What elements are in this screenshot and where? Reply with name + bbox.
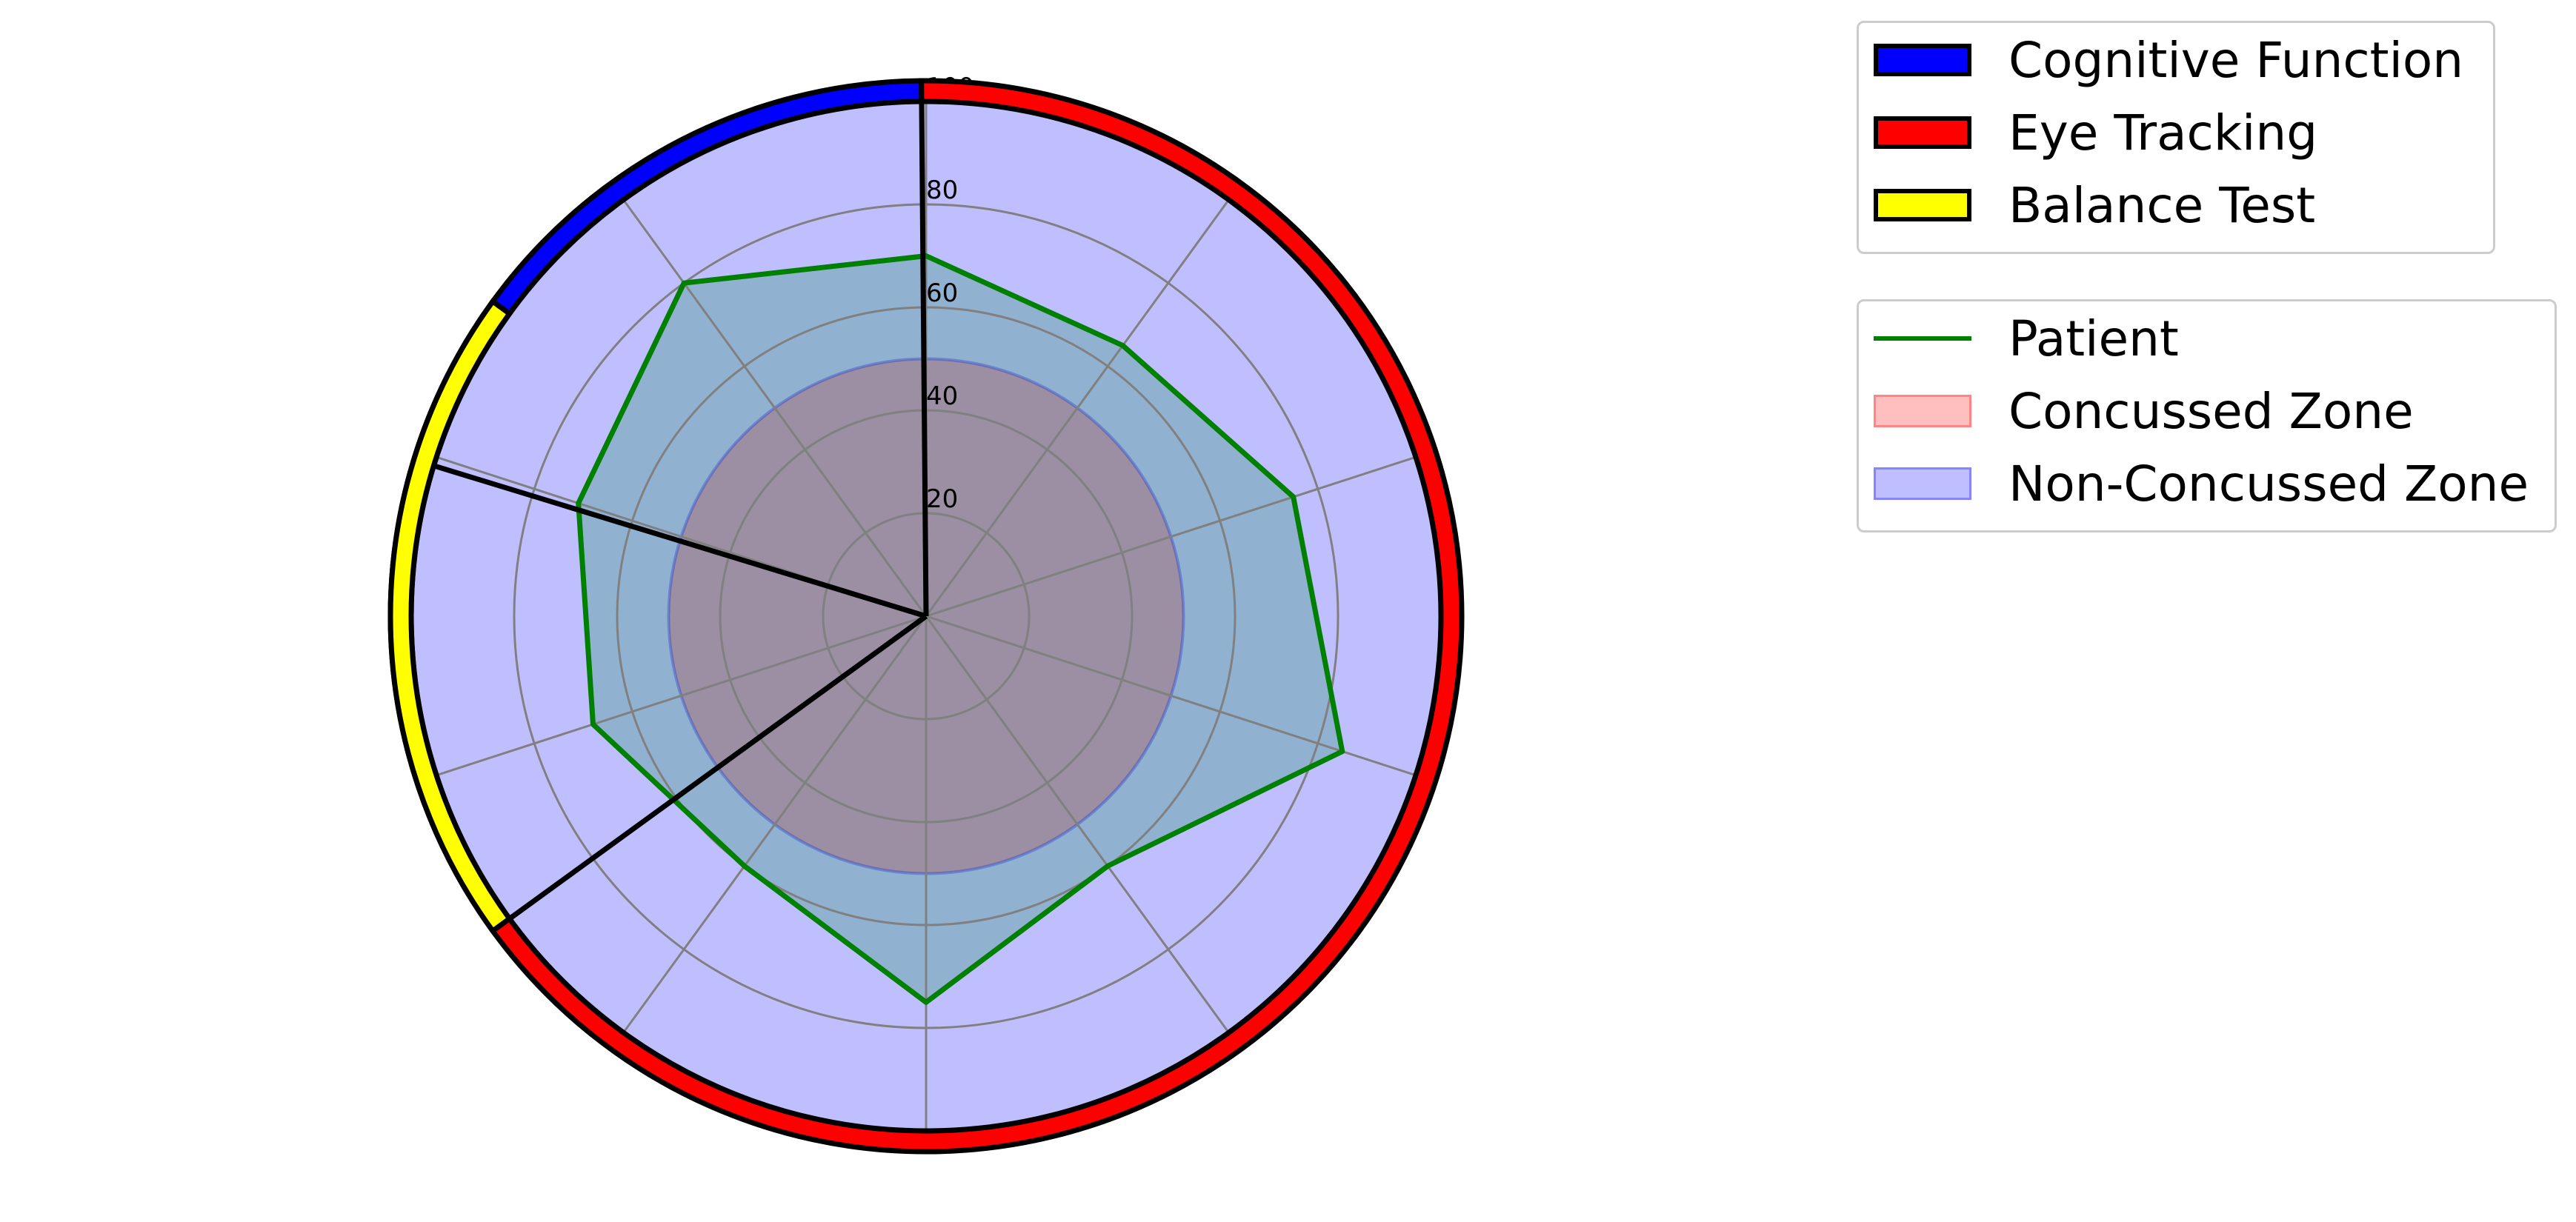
grid-spoke-9 xyxy=(622,198,928,617)
concussed-swatch xyxy=(1874,395,1971,427)
legend-label-cognitive: Cognitive Function xyxy=(2008,31,2464,89)
legend-label-eye-tracking: Eye Tracking xyxy=(2008,104,2318,161)
patient-line-swatch xyxy=(1874,336,1971,341)
sector-divider-1 xyxy=(499,614,928,927)
legend-series: Patient Concussed Zone Non-Concussed Zon… xyxy=(1857,299,2557,532)
sector-divider-0 xyxy=(422,460,928,619)
grid-spoke-3 xyxy=(925,615,1417,777)
grid-spoke-2 xyxy=(925,455,1417,618)
legend-label-non-concussed: Non-Concussed Zone xyxy=(2008,455,2529,512)
legend-label-balance: Balance Test xyxy=(2008,176,2316,234)
sector-balance xyxy=(387,298,513,935)
eye-tracking-swatch xyxy=(1874,116,1971,149)
sector-divider-2 xyxy=(919,90,929,617)
grid-spoke-4 xyxy=(925,615,1230,1034)
grid-spoke-6 xyxy=(622,615,928,1034)
legend-sections: Cognitive Function Eye Tracking Balance … xyxy=(1857,21,2495,254)
grid-spoke-1 xyxy=(925,198,1230,617)
legend-item-concussed: Concussed Zone xyxy=(1874,383,2414,440)
non-concussed-swatch xyxy=(1874,467,1971,500)
legend-item-eye-tracking: Eye Tracking xyxy=(1874,104,2317,161)
tick-label-80: 80 xyxy=(926,176,958,205)
radar-chart: 20406080100 xyxy=(387,73,1465,1155)
tick-label-40: 40 xyxy=(926,381,958,411)
legend-item-cognitive: Cognitive Function xyxy=(1874,32,2463,89)
tick-label-20: 20 xyxy=(926,484,958,514)
patient-area xyxy=(578,256,1342,1003)
tick-label-60: 60 xyxy=(926,278,958,308)
balance-swatch xyxy=(1874,189,1971,221)
plot-area: 20406080100 xyxy=(387,73,1465,1155)
grid-spoke-7 xyxy=(436,615,927,777)
legend-label-concussed: Concussed Zone xyxy=(2008,382,2414,440)
legend-item-balance: Balance Test xyxy=(1874,177,2315,234)
legend-item-patient: Patient xyxy=(1874,310,2179,367)
cognitive-swatch xyxy=(1874,44,1971,76)
legend-item-non-concussed: Non-Concussed Zone xyxy=(1874,455,2529,512)
legend-label-patient: Patient xyxy=(2008,310,2179,367)
patient-line xyxy=(576,253,1345,1005)
sector-eye-tracking xyxy=(387,78,1465,1155)
